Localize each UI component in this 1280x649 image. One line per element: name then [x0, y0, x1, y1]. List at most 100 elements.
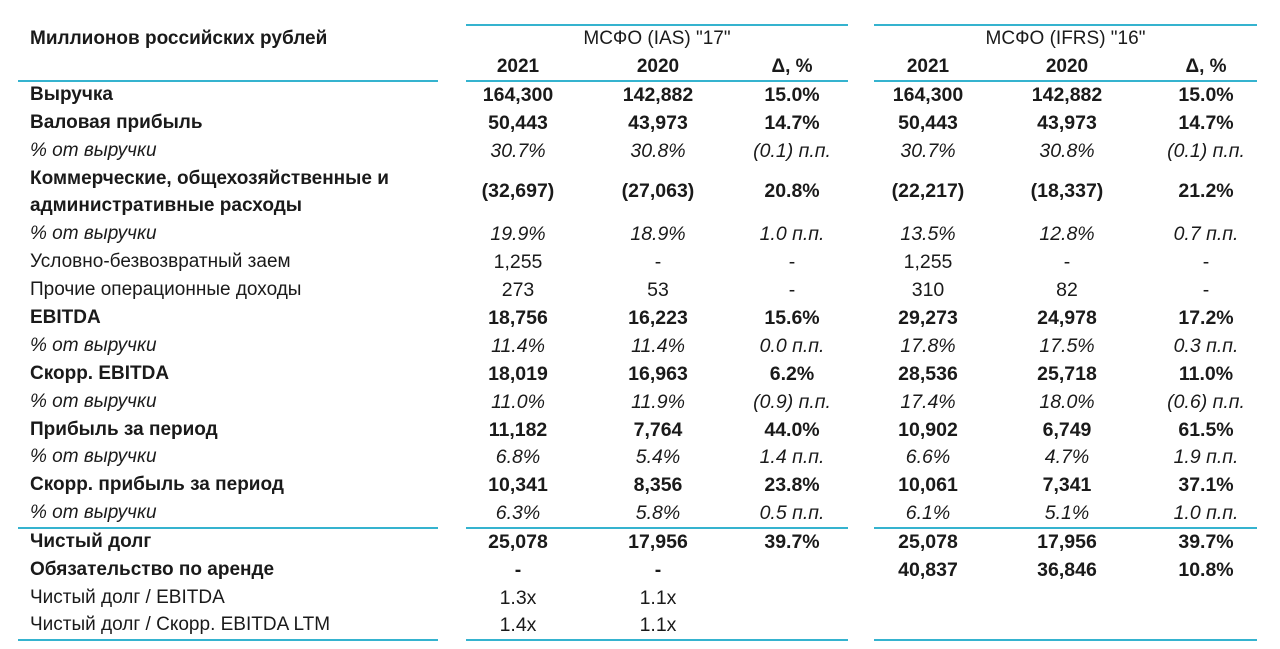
cell: 6.2%: [769, 363, 815, 385]
row-label: % от выручки: [30, 502, 157, 523]
cell: 6.6%: [905, 446, 951, 468]
cell: 15.0%: [764, 84, 820, 106]
row-label: Валовая прибыль: [30, 112, 203, 133]
cell: 1.0 п.п.: [759, 223, 825, 245]
cell: 5.4%: [635, 446, 681, 468]
table-row-net-profit: Прибыль за период 11,182 7,764 44.0% 10,…: [0, 419, 1280, 447]
cell: -: [1202, 251, 1210, 273]
cell: 28,536: [898, 363, 958, 385]
cell: (0.1) п.п.: [753, 140, 831, 162]
table-row-net-debt-adj-ebitda: Чистый долг / Скорр. EBITDA LTM 1.4x 1.1…: [0, 614, 1280, 642]
cell: 25,718: [1037, 363, 1097, 385]
group-header-ias17: МСФО (IAS) "17": [583, 28, 731, 49]
cell: 4.7%: [1044, 446, 1090, 468]
cell: 40,837: [898, 559, 958, 581]
cell: 1.1x: [639, 587, 677, 609]
table-row-adj-ebitda-margin: % от выручки 11.0% 11.9% (0.9) п.п. 17.4…: [0, 391, 1280, 419]
row-label: Чистый долг: [30, 531, 152, 552]
table-row-gross-margin: % от выручки 30.7% 30.8% (0.1) п.п. 30.7…: [0, 140, 1280, 168]
cell: -: [788, 279, 796, 301]
cell: 12.8%: [1039, 223, 1095, 245]
cell: 36,846: [1037, 559, 1097, 581]
row-label: Прочие операционные доходы: [30, 279, 302, 300]
row-label: Скорр. прибыль за период: [30, 474, 284, 495]
rule-bottom-right: [874, 639, 1257, 641]
table-row-net-debt-ebitda: Чистый долг / EBITDA 1.3x 1.1x: [0, 587, 1280, 615]
cell: 17,956: [1037, 531, 1097, 553]
rule-section-left: [18, 527, 438, 529]
cell: 5.8%: [635, 502, 681, 524]
table-row-adj-net-margin: % от выручки 6.3% 5.8% 0.5 п.п. 6.1% 5.1…: [0, 502, 1280, 530]
col-header-2021-ifrs: 2021: [906, 56, 950, 77]
rule-top-right: [874, 24, 1257, 26]
cell: 39.7%: [1178, 531, 1234, 553]
cell: -: [654, 559, 662, 581]
cell: 10,902: [898, 419, 958, 441]
cell: 7,764: [633, 419, 683, 441]
cell: 142,882: [622, 84, 694, 106]
cell: (27,063): [621, 180, 695, 202]
cell: 10.8%: [1178, 559, 1234, 581]
cell: 164,300: [892, 84, 964, 106]
cell: 18,756: [488, 307, 548, 329]
cell: 310: [911, 279, 945, 301]
cell: 17.4%: [900, 391, 956, 413]
table-row-ebitda: EBITDA 18,756 16,223 15.6% 29,273 24,978…: [0, 307, 1280, 335]
table-row-sga: Коммерческие, общехозяйственные и админи…: [0, 168, 1280, 224]
cell: 6,749: [1042, 419, 1092, 441]
cell: 14.7%: [1178, 112, 1234, 134]
cell: -: [654, 251, 662, 273]
cell: 6.1%: [905, 502, 951, 524]
rule-header-bottom-right: [874, 80, 1257, 82]
row-label: Обязательство по аренде: [30, 559, 275, 580]
cell: -: [1202, 279, 1210, 301]
cell: (22,217): [891, 180, 965, 202]
cell: -: [788, 251, 796, 273]
table-row-forgivable-loan: Условно-безвозвратный заем 1,255 - - 1,2…: [0, 251, 1280, 279]
row-label-line2: административные расходы: [30, 195, 303, 216]
cell: -: [1063, 251, 1071, 273]
cell: 13.5%: [900, 223, 956, 245]
cell: 17.2%: [1178, 307, 1234, 329]
cell: 164,300: [482, 84, 554, 106]
cell: 7,341: [1042, 474, 1092, 496]
cell: 6.8%: [495, 446, 541, 468]
table-row-other-income: Прочие операционные доходы 273 53 - 310 …: [0, 279, 1280, 307]
cell: 15.0%: [1178, 84, 1234, 106]
cell: 39.7%: [764, 531, 820, 553]
row-label: % от выручки: [30, 140, 157, 161]
cell: 20.8%: [764, 180, 820, 202]
col-header-2021-ias: 2021: [496, 56, 540, 77]
cell: 1.9 п.п.: [1173, 446, 1239, 468]
cell: 17,956: [628, 531, 688, 553]
row-label: % от выручки: [30, 391, 157, 412]
group-header-ifrs16: МСФО (IFRS) "16": [985, 28, 1146, 49]
cell: 1,255: [903, 251, 953, 273]
cell: 43,973: [1037, 112, 1097, 134]
cell: 5.1%: [1044, 502, 1090, 524]
cell: 25,078: [488, 531, 548, 553]
cell: 0.3 п.п.: [1173, 335, 1239, 357]
cell: (32,697): [481, 180, 555, 202]
cell: 14.7%: [764, 112, 820, 134]
cell: 1.0 п.п.: [1173, 502, 1239, 524]
cell: 11.0%: [1178, 363, 1234, 385]
cell: 11.4%: [491, 335, 545, 357]
rule-header-bottom: [18, 80, 438, 82]
col-header-delta-ias: Δ, %: [771, 56, 813, 77]
cell: 16,223: [628, 307, 688, 329]
row-label: EBITDA: [30, 307, 101, 328]
cell: 11.9%: [631, 391, 685, 413]
cell: (0.1) п.п.: [1167, 140, 1245, 162]
cell: 50,443: [898, 112, 958, 134]
cell: 30.8%: [1039, 140, 1095, 162]
cell: 24,978: [1037, 307, 1097, 329]
row-label: Условно-безвозвратный заем: [30, 251, 291, 272]
rule-header-bottom-left: [466, 80, 848, 82]
cell: 18,019: [488, 363, 548, 385]
cell: (18,337): [1030, 180, 1104, 202]
cell: 18.0%: [1039, 391, 1095, 413]
cell: 1.4 п.п.: [759, 446, 825, 468]
table-row-net-debt: Чистый долг 25,078 17,956 39.7% 25,078 1…: [0, 531, 1280, 559]
table-row-adj-ebitda: Скорр. EBITDA 18,019 16,963 6.2% 28,536 …: [0, 363, 1280, 391]
